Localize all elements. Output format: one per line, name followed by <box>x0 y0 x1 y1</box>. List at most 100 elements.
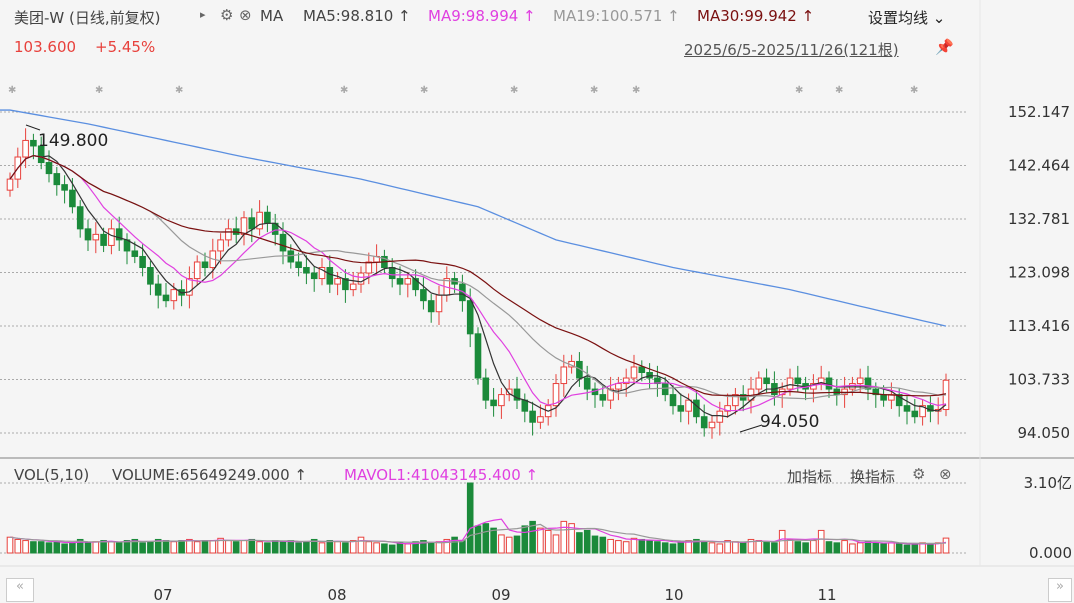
candle-up <box>817 377 825 385</box>
candle-down <box>576 360 583 379</box>
date-range[interactable]: 2025/6/5-2025/11/26(121根) <box>684 41 899 59</box>
ma-label: MA <box>260 7 284 25</box>
candle-down <box>69 189 76 208</box>
candle-down <box>638 366 646 373</box>
volume-bar <box>654 541 661 554</box>
volume-bar <box>537 527 544 554</box>
volume-bar <box>100 540 107 554</box>
candle-up <box>724 405 731 412</box>
volume-bar <box>69 542 76 554</box>
candle-up <box>708 421 716 429</box>
volume-bar <box>794 541 802 554</box>
volume-bar <box>92 541 100 554</box>
price-tick-label: 103.733 <box>1008 371 1070 389</box>
candle-down <box>654 377 661 385</box>
volume-bar <box>240 540 248 554</box>
volume-bar <box>739 542 747 554</box>
close-icon[interactable]: ⊗ <box>939 465 952 483</box>
volume-bar <box>544 529 552 554</box>
volume-bar <box>225 540 232 554</box>
scroll-left-button[interactable]: « <box>6 578 34 602</box>
candle-up <box>537 416 544 423</box>
volume-tick-label: 3.10亿 <box>1024 474 1072 492</box>
candle-up <box>22 139 29 158</box>
candle-down <box>342 278 349 291</box>
volume-bar <box>786 538 794 554</box>
candle-down <box>139 255 146 269</box>
ma30-line <box>9 155 947 397</box>
low-annotation: 94.050 <box>760 412 819 432</box>
volume-bar <box>615 540 622 554</box>
volume-bar <box>45 542 53 554</box>
candle-up <box>318 267 326 280</box>
switch-indicator-button[interactable]: 换指标 <box>850 468 896 486</box>
candle-down <box>529 410 536 423</box>
candle-down <box>248 217 256 230</box>
ma19-value: MA19:100.571 ↑ <box>553 7 680 25</box>
price-tick-label: 132.781 <box>1008 210 1070 228</box>
scroll-right-button[interactable]: » <box>1048 578 1072 602</box>
volume-bar <box>248 538 256 554</box>
volume-bar <box>451 536 458 554</box>
volume-bar <box>576 532 583 554</box>
candle-down <box>903 405 911 412</box>
volume-bar <box>591 535 599 554</box>
ma5-value: MA5:98.810 ↑ <box>303 7 411 25</box>
volume-bar <box>911 543 919 554</box>
volume-bar <box>700 541 708 554</box>
candle-down <box>131 250 139 257</box>
volume-bar <box>778 529 786 554</box>
expand-triangle-icon[interactable]: ▸ <box>200 8 206 21</box>
event-marker-icon: ✱ <box>510 85 518 96</box>
candle-up <box>615 383 622 390</box>
gear-icon[interactable]: ⚙ <box>912 465 926 483</box>
close-icon[interactable]: ⊗ <box>239 6 252 24</box>
candle-down <box>599 394 607 401</box>
gear-icon[interactable]: ⚙ <box>220 6 234 24</box>
candle-up <box>349 283 357 291</box>
candle-up <box>685 399 692 412</box>
event-marker-icon: ✱ <box>910 85 918 96</box>
candle-up <box>365 261 373 274</box>
volume-bar <box>349 540 357 554</box>
candle-up <box>170 289 178 302</box>
candle-down <box>147 267 154 285</box>
candle-up <box>225 228 232 241</box>
candle-up <box>357 272 365 285</box>
candle-down <box>669 394 677 407</box>
candle-down <box>911 410 919 418</box>
volume-bar <box>872 542 880 554</box>
event-marker-icon: ✱ <box>795 85 803 96</box>
volume-bar <box>833 542 841 554</box>
volume-bar <box>420 540 427 554</box>
candle-up <box>186 278 193 296</box>
vol-label: VOL(5,10) <box>14 466 90 484</box>
candle-up <box>404 278 412 285</box>
candle-up <box>552 383 560 407</box>
pin-icon[interactable]: 📌 <box>935 38 954 56</box>
volume-bar <box>435 541 443 554</box>
volume-bar <box>732 541 739 554</box>
candle-down <box>162 294 170 302</box>
volume-bar <box>303 541 310 554</box>
volume-bar <box>53 541 61 554</box>
candle-down <box>427 300 435 313</box>
ma-settings-button[interactable]: 设置均线 ⌄ <box>868 9 946 27</box>
high-arrow <box>25 124 41 131</box>
volume-bar <box>6 536 14 554</box>
candle-up <box>505 388 513 396</box>
candle-up <box>240 217 248 235</box>
volume-bar <box>279 541 287 554</box>
x-tick-label: 11 <box>817 586 836 603</box>
volume-bar <box>498 534 505 554</box>
price-tick-label: 142.464 <box>1008 157 1070 175</box>
volume-bar <box>856 542 864 554</box>
volume-bar <box>170 541 178 554</box>
volume-bar <box>708 542 716 554</box>
volume-bar <box>443 538 451 554</box>
add-indicator-button[interactable]: 加指标 <box>787 468 833 486</box>
price-tick-label: 123.098 <box>1008 264 1070 282</box>
volume-bar <box>162 540 170 554</box>
event-marker-icon: ✱ <box>835 85 843 96</box>
